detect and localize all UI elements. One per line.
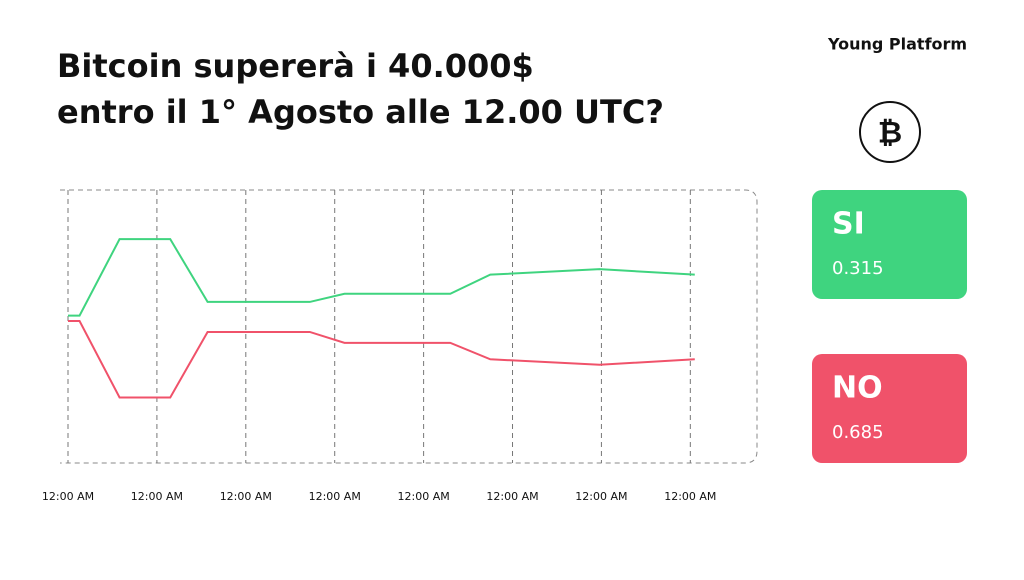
coin-icon xyxy=(859,101,921,163)
x-tick-label: 12:00 AM xyxy=(486,490,538,503)
x-tick-label: 12:00 AM xyxy=(664,490,716,503)
coin-symbol: ₿ xyxy=(878,116,902,151)
x-tick-label: 12:00 AM xyxy=(220,490,272,503)
series-line xyxy=(68,238,695,317)
x-tick-label: 12:00 AM xyxy=(42,490,94,503)
title-line: Bitcoin supererà i 40.000$ xyxy=(57,47,534,85)
plot-frame xyxy=(60,189,758,464)
brand: Young Platform xyxy=(827,35,967,54)
option-label: NO xyxy=(832,371,883,406)
x-tick-label: 12:00 AM xyxy=(309,490,361,503)
x-tick-label: 12:00 AM xyxy=(575,490,627,503)
option-label: SI xyxy=(832,207,865,242)
series-line xyxy=(68,320,695,399)
option-card[interactable] xyxy=(812,354,967,463)
option-value: 0.315 xyxy=(832,258,884,279)
option-card[interactable] xyxy=(812,190,967,299)
x-tick-label: 12:00 AM xyxy=(131,490,183,503)
x-tick-label: 12:00 AM xyxy=(398,490,450,503)
option-value: 0.685 xyxy=(832,422,884,443)
title-line: entro il 1° Agosto alle 12.00 UTC? xyxy=(57,93,664,131)
